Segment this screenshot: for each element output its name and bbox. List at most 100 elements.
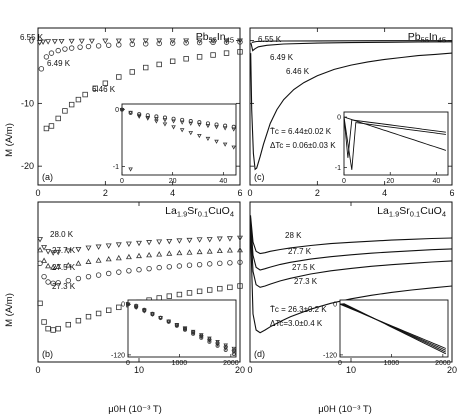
panel-d: 0 10 20 La1.9Sr0.1CuO4 (d) 28 K 27.7 K 27.5 K 27… — [247, 201, 457, 375]
data-point — [166, 264, 172, 270]
data-point — [227, 284, 233, 291]
series-label: 27.7 K — [52, 246, 76, 255]
data-point — [37, 237, 43, 243]
data-point — [237, 49, 243, 55]
data-point — [106, 307, 112, 313]
panel-label: (b) — [42, 349, 53, 359]
data-point — [88, 38, 95, 45]
panel-label: (c) — [254, 172, 265, 182]
inset-point — [154, 114, 159, 119]
data-point — [95, 43, 102, 49]
y-axis-title-bottom: M (A/m) — [4, 293, 15, 327]
data-point — [166, 250, 173, 256]
inset-point — [205, 124, 211, 129]
panel-title: Pb55In45 — [196, 31, 234, 45]
data-point — [226, 247, 233, 253]
data-point — [136, 252, 142, 259]
data-point — [166, 238, 173, 245]
inset: 0 20 400-1 — [335, 111, 449, 185]
data-point — [41, 273, 47, 280]
data-point — [102, 80, 109, 86]
data-point — [223, 38, 230, 44]
data-point — [115, 38, 122, 44]
panel-c: 0 2 4 6 Pb55In45 (c) 6.55 K 6.49 K 6.46 K T̄c = 6… — [247, 27, 455, 198]
data-point — [237, 283, 243, 289]
data-point — [125, 253, 132, 260]
inset-point — [188, 131, 194, 136]
inset-point — [214, 122, 219, 127]
series-label: 28.0 K — [50, 230, 74, 239]
inset-x-tick-label: 1000 — [384, 360, 400, 367]
inset-point — [154, 117, 159, 122]
data-point — [95, 244, 102, 250]
x-tick-label: 0 — [247, 365, 252, 375]
y-tick-label: -20 — [21, 161, 34, 171]
inset-point — [191, 331, 196, 336]
data-point — [156, 61, 162, 68]
data-point — [176, 291, 183, 298]
data-point — [116, 304, 122, 311]
data-point — [55, 263, 62, 270]
data-point — [186, 290, 193, 296]
data-point — [68, 38, 75, 45]
series-0: 28 K — [249, 215, 453, 255]
data-point — [65, 321, 71, 328]
data-point — [51, 39, 58, 45]
inset-line — [343, 116, 446, 158]
data-point — [196, 39, 203, 46]
panel-title: La1.9Sr0.1CuO4 — [165, 205, 234, 219]
data-point — [65, 277, 71, 284]
data-point — [82, 91, 88, 98]
series-line — [250, 52, 453, 171]
data-point — [95, 272, 102, 278]
series-line — [249, 215, 453, 255]
inset-x-tick-label: 0 — [126, 360, 130, 367]
data-point — [223, 39, 230, 45]
x-tick-label: 0 — [35, 365, 40, 375]
data-point — [85, 273, 92, 280]
data-point — [41, 245, 48, 251]
series-label: 6.55 K — [20, 33, 44, 42]
data-point — [75, 260, 82, 266]
inset-point — [207, 339, 212, 344]
data-point — [68, 101, 75, 108]
x-tick-label: 10 — [346, 365, 356, 375]
inset-point — [223, 123, 228, 128]
data-point — [85, 258, 92, 264]
inset-line — [343, 116, 446, 170]
data-point — [146, 265, 152, 272]
inset-x-tick-label: 0 — [338, 360, 342, 367]
inset-point — [182, 327, 187, 332]
data-point — [68, 45, 75, 51]
series-1: 27.7 K — [249, 217, 453, 271]
y-tick-label: -10 — [21, 98, 34, 108]
inset-point — [231, 127, 236, 132]
data-point — [41, 257, 48, 263]
data-point — [50, 264, 57, 270]
inset-point — [174, 323, 179, 328]
inset-point — [190, 331, 196, 336]
series-label: 6.55 K — [258, 35, 282, 44]
data-point — [186, 237, 193, 244]
data-point — [85, 245, 92, 251]
data-point — [65, 262, 72, 268]
data-point — [176, 263, 183, 269]
inset-point — [126, 302, 131, 307]
data-point — [45, 325, 51, 332]
data-point — [146, 251, 153, 258]
series-label: 6.46 K — [92, 85, 116, 94]
data-point — [37, 260, 43, 267]
inset-point — [231, 351, 236, 356]
data-point — [143, 64, 149, 71]
inset-point — [223, 347, 228, 352]
annotation-1: ΔTc = 0.06±0.03 K — [270, 141, 336, 150]
inset-y-tick-label: 0 — [333, 302, 337, 309]
x-tick-label: 2 — [103, 188, 108, 198]
inset-x-tick-label: 0 — [342, 178, 346, 185]
data-point — [196, 248, 203, 255]
data-point — [48, 123, 55, 129]
y-tick-label: 0 — [29, 36, 34, 46]
panel-label: (d) — [254, 349, 265, 359]
x-axis-title-left: μ0H (10⁻³ T) — [108, 404, 162, 415]
annotation-0: T̄c = 6.44±0.02 K — [270, 127, 332, 136]
